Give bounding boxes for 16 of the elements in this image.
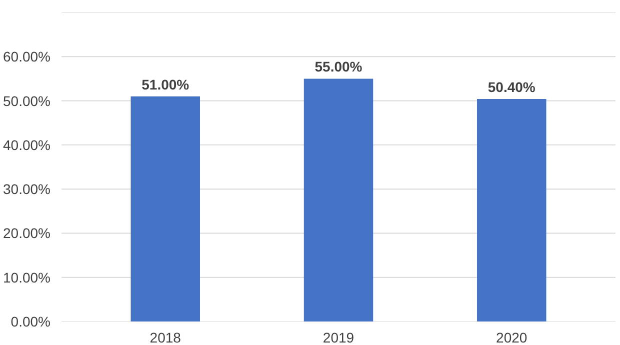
y-tick-label: 0.00% <box>10 314 51 330</box>
y-tick-label: 20.00% <box>3 225 50 242</box>
bar <box>304 78 374 322</box>
y-tick-label: 50.00% <box>3 92 50 109</box>
y-tick-label: 30.00% <box>3 181 50 198</box>
bar <box>477 99 546 322</box>
bar <box>130 96 200 322</box>
data-label: 51.00% <box>142 76 190 92</box>
y-tick-label: 10.00% <box>3 269 50 286</box>
data-label: 50.40% <box>488 79 536 96</box>
y-tick-label: 60.00% <box>3 48 50 65</box>
x-tick-label: 2020 <box>496 330 528 345</box>
x-tick-label: 2019 <box>322 330 354 345</box>
x-tick-label: 2018 <box>150 330 182 345</box>
data-label: 55.00% <box>314 58 363 75</box>
y-tick-label: 40.00% <box>3 136 50 153</box>
